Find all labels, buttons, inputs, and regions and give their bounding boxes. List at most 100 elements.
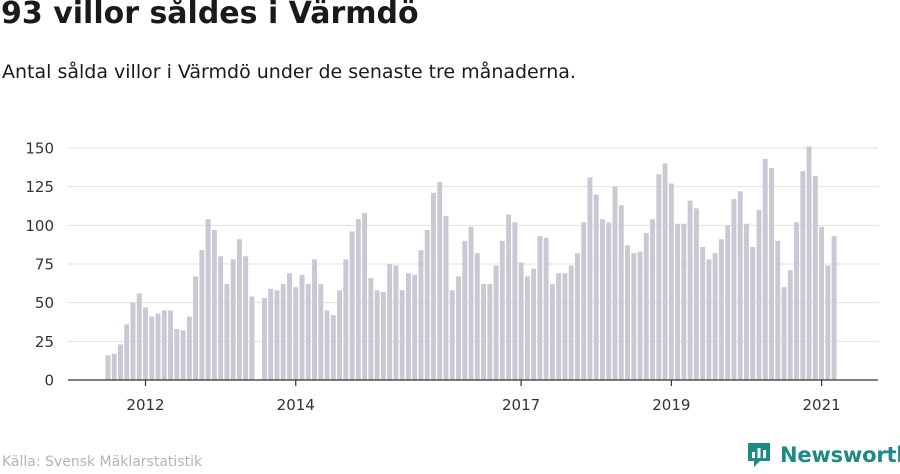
bar xyxy=(393,265,399,380)
bar xyxy=(449,290,455,380)
bar xyxy=(675,223,681,380)
x-tick-label: 2021 xyxy=(802,396,840,414)
bar xyxy=(481,284,486,380)
bar xyxy=(111,353,117,380)
bar xyxy=(725,225,731,380)
x-tick-label: 2019 xyxy=(652,396,690,414)
bar xyxy=(230,259,236,380)
bar xyxy=(224,284,230,380)
bar xyxy=(193,276,199,380)
bar xyxy=(374,290,380,380)
bar xyxy=(418,250,424,380)
bar xyxy=(136,293,142,380)
bar xyxy=(118,344,123,380)
bar xyxy=(600,219,605,380)
bar xyxy=(468,226,474,380)
y-tick-label: 25 xyxy=(35,333,54,351)
chart-title: 93 villor såldes i Värmdö xyxy=(1,0,419,31)
x-tick-label: 2012 xyxy=(126,396,164,414)
bar xyxy=(737,191,743,380)
bar xyxy=(700,246,706,380)
y-tick-label: 125 xyxy=(25,178,54,196)
bar xyxy=(787,270,793,380)
bar xyxy=(800,171,806,380)
bar xyxy=(155,313,161,380)
bar xyxy=(324,310,330,380)
bar xyxy=(819,226,825,380)
bar xyxy=(349,231,355,380)
bar xyxy=(199,250,205,380)
bar xyxy=(625,245,630,380)
bar xyxy=(668,183,674,380)
bar xyxy=(499,240,505,380)
chart-subtitle: Antal sålda villor i Värmdö under de sen… xyxy=(2,61,576,83)
bar xyxy=(149,316,155,380)
bar xyxy=(299,274,305,380)
bar xyxy=(750,246,756,380)
bar xyxy=(218,256,224,380)
bar xyxy=(549,284,555,380)
bar xyxy=(249,296,255,380)
bar xyxy=(812,175,818,380)
bar xyxy=(731,199,737,380)
bar xyxy=(293,287,299,380)
bar xyxy=(462,240,468,380)
brand-logo: Newsworthy xyxy=(746,441,900,469)
bar xyxy=(443,216,449,380)
bar xyxy=(380,291,386,380)
bar xyxy=(205,219,211,380)
bar xyxy=(693,208,699,380)
bar xyxy=(211,229,217,380)
bar xyxy=(656,174,662,380)
y-tick-label: 50 xyxy=(35,294,54,312)
bar xyxy=(130,302,136,380)
bar xyxy=(506,214,512,380)
bar xyxy=(524,276,530,380)
bar xyxy=(405,273,411,380)
bar xyxy=(650,219,656,380)
bars xyxy=(105,146,837,380)
bar xyxy=(330,315,336,380)
bar xyxy=(718,239,724,380)
bar xyxy=(637,251,643,380)
y-tick-label: 100 xyxy=(25,217,54,235)
bar xyxy=(543,237,549,380)
bar xyxy=(180,330,186,380)
bar xyxy=(769,168,774,380)
bar xyxy=(287,273,292,380)
bar xyxy=(312,259,317,380)
bar xyxy=(781,287,787,380)
bar xyxy=(456,276,461,380)
bar xyxy=(105,355,111,380)
bar xyxy=(606,222,612,380)
bar xyxy=(262,298,267,380)
bar xyxy=(412,274,418,380)
bar xyxy=(794,222,799,380)
bar xyxy=(424,229,430,380)
bar xyxy=(368,277,374,380)
x-tick-label: 2017 xyxy=(502,396,540,414)
bar xyxy=(512,222,518,380)
bar xyxy=(825,265,831,380)
bar xyxy=(556,273,562,380)
bar xyxy=(343,259,349,380)
bar xyxy=(186,316,192,380)
bar xyxy=(493,265,499,380)
bar xyxy=(593,194,599,380)
bar xyxy=(399,290,405,380)
bar xyxy=(431,192,436,380)
bar xyxy=(581,222,587,380)
bar xyxy=(243,256,249,380)
highlight-value-label: 93 xyxy=(837,0,857,4)
bar xyxy=(775,240,781,380)
bar xyxy=(687,200,693,380)
bar xyxy=(168,310,173,380)
bar xyxy=(681,223,687,380)
bar xyxy=(305,284,311,380)
newsworthy-logo-icon xyxy=(748,443,770,467)
bar xyxy=(744,223,749,380)
bar xyxy=(706,259,712,380)
bar xyxy=(268,288,274,380)
bar xyxy=(756,209,762,380)
